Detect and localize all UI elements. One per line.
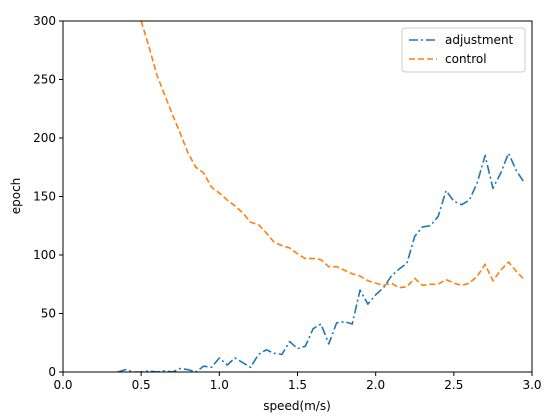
y-tick-label: 150 [33,190,56,204]
y-tick-label: 250 [33,73,56,87]
y-axis-ticks: 0 50 100 150 200 250 300 [33,14,63,379]
series-line-adjustment [117,152,525,372]
x-tick-label: 1.0 [210,378,229,392]
y-tick-label: 200 [33,131,56,145]
y-tick-label: 100 [33,248,56,262]
y-tick-label: 50 [41,307,56,321]
plot-lines [117,21,525,372]
x-tick-label: 0.0 [53,378,72,392]
legend: adjustment control [401,27,526,73]
legend-box [401,27,526,73]
x-tick-label: 2.0 [366,378,385,392]
y-tick-label: 0 [48,365,56,379]
y-axis-title: epoch [9,178,23,215]
legend-label-control: control [445,52,487,66]
x-tick-label: 2.5 [444,378,463,392]
x-tick-label: 3.0 [522,378,541,392]
x-axis-ticks: 0.0 0.5 1.0 1.5 2.0 2.5 3.0 [53,372,542,392]
x-tick-label: 0.5 [132,378,151,392]
legend-label-adjustment: adjustment [445,33,514,47]
x-tick-label: 1.5 [288,378,307,392]
x-axis-title: speed(m/s) [263,399,331,413]
y-tick-label: 300 [33,14,56,28]
